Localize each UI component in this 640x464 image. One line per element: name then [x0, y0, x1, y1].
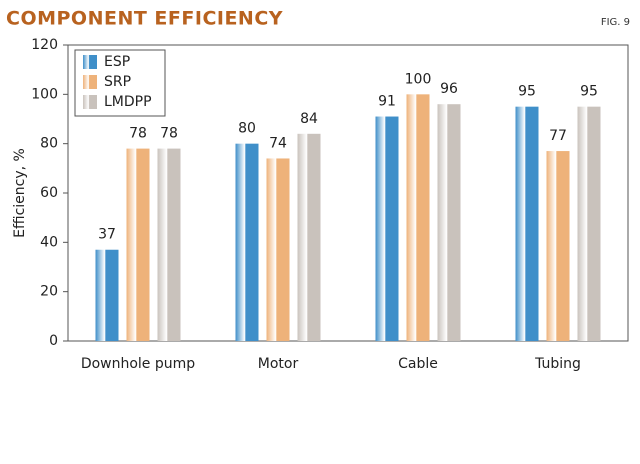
bar: [577, 106, 601, 342]
value-label: 100: [405, 71, 432, 87]
value-label: 80: [238, 121, 256, 137]
value-label: 78: [160, 126, 178, 142]
bar: [266, 158, 290, 341]
legend-swatch: [83, 75, 97, 89]
x-tick-label: Tubing: [534, 356, 581, 372]
bar: [95, 249, 119, 341]
bar: [546, 151, 570, 341]
y-tick-label: 60: [40, 185, 58, 201]
legend-label: LMDPP: [104, 94, 152, 110]
bar: [406, 94, 430, 341]
legend-swatch: [83, 55, 97, 69]
bar: [297, 133, 321, 341]
bar: [437, 104, 461, 341]
bar: [375, 116, 399, 342]
x-tick-label: Cable: [398, 356, 438, 372]
y-tick-label: 40: [40, 234, 58, 250]
bar: [515, 106, 539, 342]
y-tick-label: 0: [49, 333, 58, 349]
bar: [157, 148, 181, 341]
x-tick-label: Downhole pump: [81, 356, 195, 372]
value-label: 84: [300, 111, 318, 127]
value-label: 91: [378, 94, 396, 110]
y-tick-label: 120: [31, 37, 58, 53]
legend-swatch: [83, 95, 97, 109]
value-label: 78: [129, 126, 147, 142]
value-label: 95: [518, 84, 536, 100]
y-tick-label: 100: [31, 86, 58, 102]
x-tick-label: Motor: [258, 356, 299, 372]
y-axis-label: Efficiency, %: [12, 148, 28, 238]
value-label: 37: [98, 227, 116, 243]
figure-label: FIG. 9: [601, 17, 630, 28]
value-label: 74: [269, 135, 287, 151]
chart-title: COMPONENT EFFICIENCY: [6, 8, 283, 30]
bar: [126, 148, 150, 341]
y-tick-label: 20: [40, 284, 58, 300]
legend-label: SRP: [104, 74, 131, 90]
legend: ESP SRP LMDPP: [74, 49, 166, 117]
value-label: 77: [549, 128, 567, 144]
legend-label: ESP: [104, 54, 130, 70]
bar: [235, 143, 259, 341]
value-label: 95: [580, 84, 598, 100]
y-tick-label: 80: [40, 136, 58, 152]
value-label: 96: [440, 81, 458, 97]
